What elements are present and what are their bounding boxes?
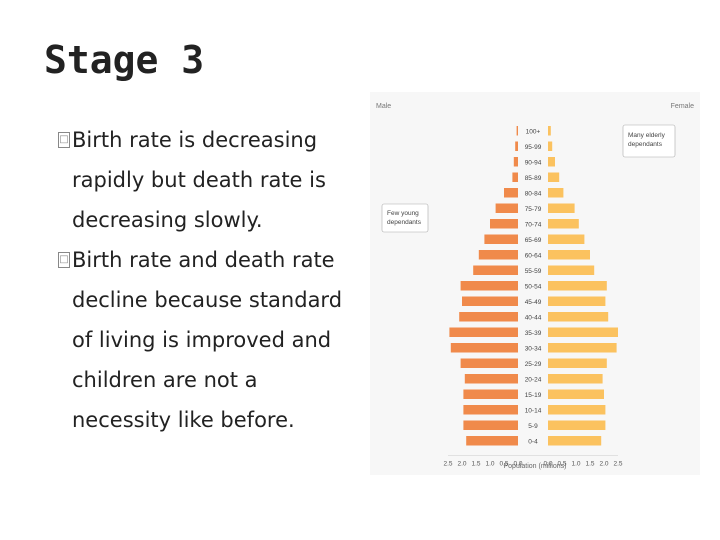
age-group-label: 80-84 xyxy=(525,191,542,198)
age-group-label: 75-79 xyxy=(525,206,542,213)
male-bar xyxy=(450,343,518,353)
x-tick-label: 2.5 xyxy=(443,461,452,468)
male-bar xyxy=(462,296,518,306)
age-group-label: 20-24 xyxy=(525,377,542,384)
age-group-label: 65-69 xyxy=(525,237,542,244)
x-tick-label: 2.0 xyxy=(457,461,466,468)
female-bar xyxy=(548,420,606,430)
x-tick-label: 0.0 xyxy=(543,461,552,468)
age-group-label: 85-89 xyxy=(525,175,542,182)
x-axis-label: Population (millions) xyxy=(503,463,566,470)
female-bar xyxy=(548,141,553,151)
female-bar xyxy=(548,172,560,182)
male-bar xyxy=(463,420,518,430)
male-bar xyxy=(512,172,518,182)
male-bar xyxy=(460,358,518,368)
female-bar xyxy=(548,312,609,322)
age-group-label: 15-19 xyxy=(525,392,542,399)
age-group-label: 30-34 xyxy=(525,346,542,353)
annotation-few-young: Few young dependants xyxy=(387,210,422,226)
pyramid-svg: Male Female 100+ 95-99 90-94 85-89 80-84 75-7… xyxy=(376,103,694,470)
age-group-label: 10-14 xyxy=(525,408,542,415)
x-tick-label: 1.0 xyxy=(571,461,580,468)
female-bar xyxy=(548,327,618,337)
age-group-label: 95-99 xyxy=(525,144,542,151)
male-bar xyxy=(473,265,518,275)
female-bar xyxy=(548,250,590,260)
age-group-label: 25-29 xyxy=(525,361,542,368)
male-bar xyxy=(504,188,518,198)
male-bar xyxy=(495,203,518,213)
x-tick-label: 2.5 xyxy=(613,461,622,468)
age-group-label: 40-44 xyxy=(525,315,542,322)
x-tick-label: 0.5 xyxy=(557,461,566,468)
annotation-many-elderly: Many elderly dependants xyxy=(628,132,666,148)
male-bar xyxy=(478,250,518,260)
female-bar xyxy=(548,265,595,275)
x-tick-label: 1.5 xyxy=(585,461,594,468)
male-bar xyxy=(466,436,518,446)
male-label: Male xyxy=(376,103,391,110)
x-tick-label: 2.0 xyxy=(599,461,608,468)
age-group-label: 35-39 xyxy=(525,330,542,337)
male-bar xyxy=(484,234,518,244)
female-bar xyxy=(548,343,617,353)
female-bar xyxy=(548,405,606,415)
male-bar xyxy=(463,405,518,415)
female-bar xyxy=(548,436,602,446)
female-bar xyxy=(548,203,575,213)
male-bar xyxy=(463,389,518,399)
bullet-item: □ Birth rate is decreasing rapidly but d… xyxy=(58,120,352,240)
female-bar xyxy=(548,157,555,167)
age-group-label: 90-94 xyxy=(525,160,542,167)
female-bar xyxy=(548,188,564,198)
x-tick-label: 1.5 xyxy=(471,461,480,468)
bullet-list: □ Birth rate is decreasing rapidly but d… xyxy=(58,120,352,440)
male-bar xyxy=(464,374,518,384)
bullet-box-icon: □ xyxy=(58,132,70,148)
age-group-label: 0-4 xyxy=(528,439,538,446)
age-group-label: 100+ xyxy=(526,129,541,136)
female-label: Female xyxy=(671,103,694,110)
age-group-label: 55-59 xyxy=(525,268,542,275)
bullet-box-icon: □ xyxy=(58,252,70,268)
female-bar xyxy=(548,219,579,229)
male-bar xyxy=(490,219,518,229)
female-bar xyxy=(548,281,607,291)
male-bar xyxy=(513,157,518,167)
bullet-text: Birth rate and death rate decline becaus… xyxy=(72,248,343,432)
female-bar xyxy=(548,389,604,399)
female-bar xyxy=(548,234,585,244)
male-bar xyxy=(459,312,518,322)
bullet-item: □ Birth rate and death rate decline beca… xyxy=(58,240,352,440)
female-bar xyxy=(548,374,603,384)
female-bar xyxy=(548,126,551,136)
female-bar xyxy=(548,358,607,368)
age-group-label: 60-64 xyxy=(525,253,542,260)
age-group-label: 5-9 xyxy=(528,423,538,430)
x-tick-label: 0.5 xyxy=(499,461,508,468)
age-group-label: 45-49 xyxy=(525,299,542,306)
age-group-label: 50-54 xyxy=(525,284,542,291)
population-pyramid-chart: Male Female 100+ 95-99 90-94 85-89 80-84 75-7… xyxy=(370,92,700,475)
x-tick-label: 0.0 xyxy=(513,461,522,468)
annotation-box-left xyxy=(381,203,429,233)
bullet-text: Birth rate is decreasing rapidly but dea… xyxy=(72,128,326,232)
annotation-box-right xyxy=(622,124,676,158)
slide-title: Stage 3 xyxy=(44,38,205,82)
male-bar xyxy=(460,281,518,291)
male-bar xyxy=(515,141,518,151)
male-bar xyxy=(516,126,518,136)
age-group-label: 70-74 xyxy=(525,222,542,229)
x-tick-label: 1.0 xyxy=(485,461,494,468)
male-bar xyxy=(449,327,518,337)
female-bar xyxy=(548,296,606,306)
